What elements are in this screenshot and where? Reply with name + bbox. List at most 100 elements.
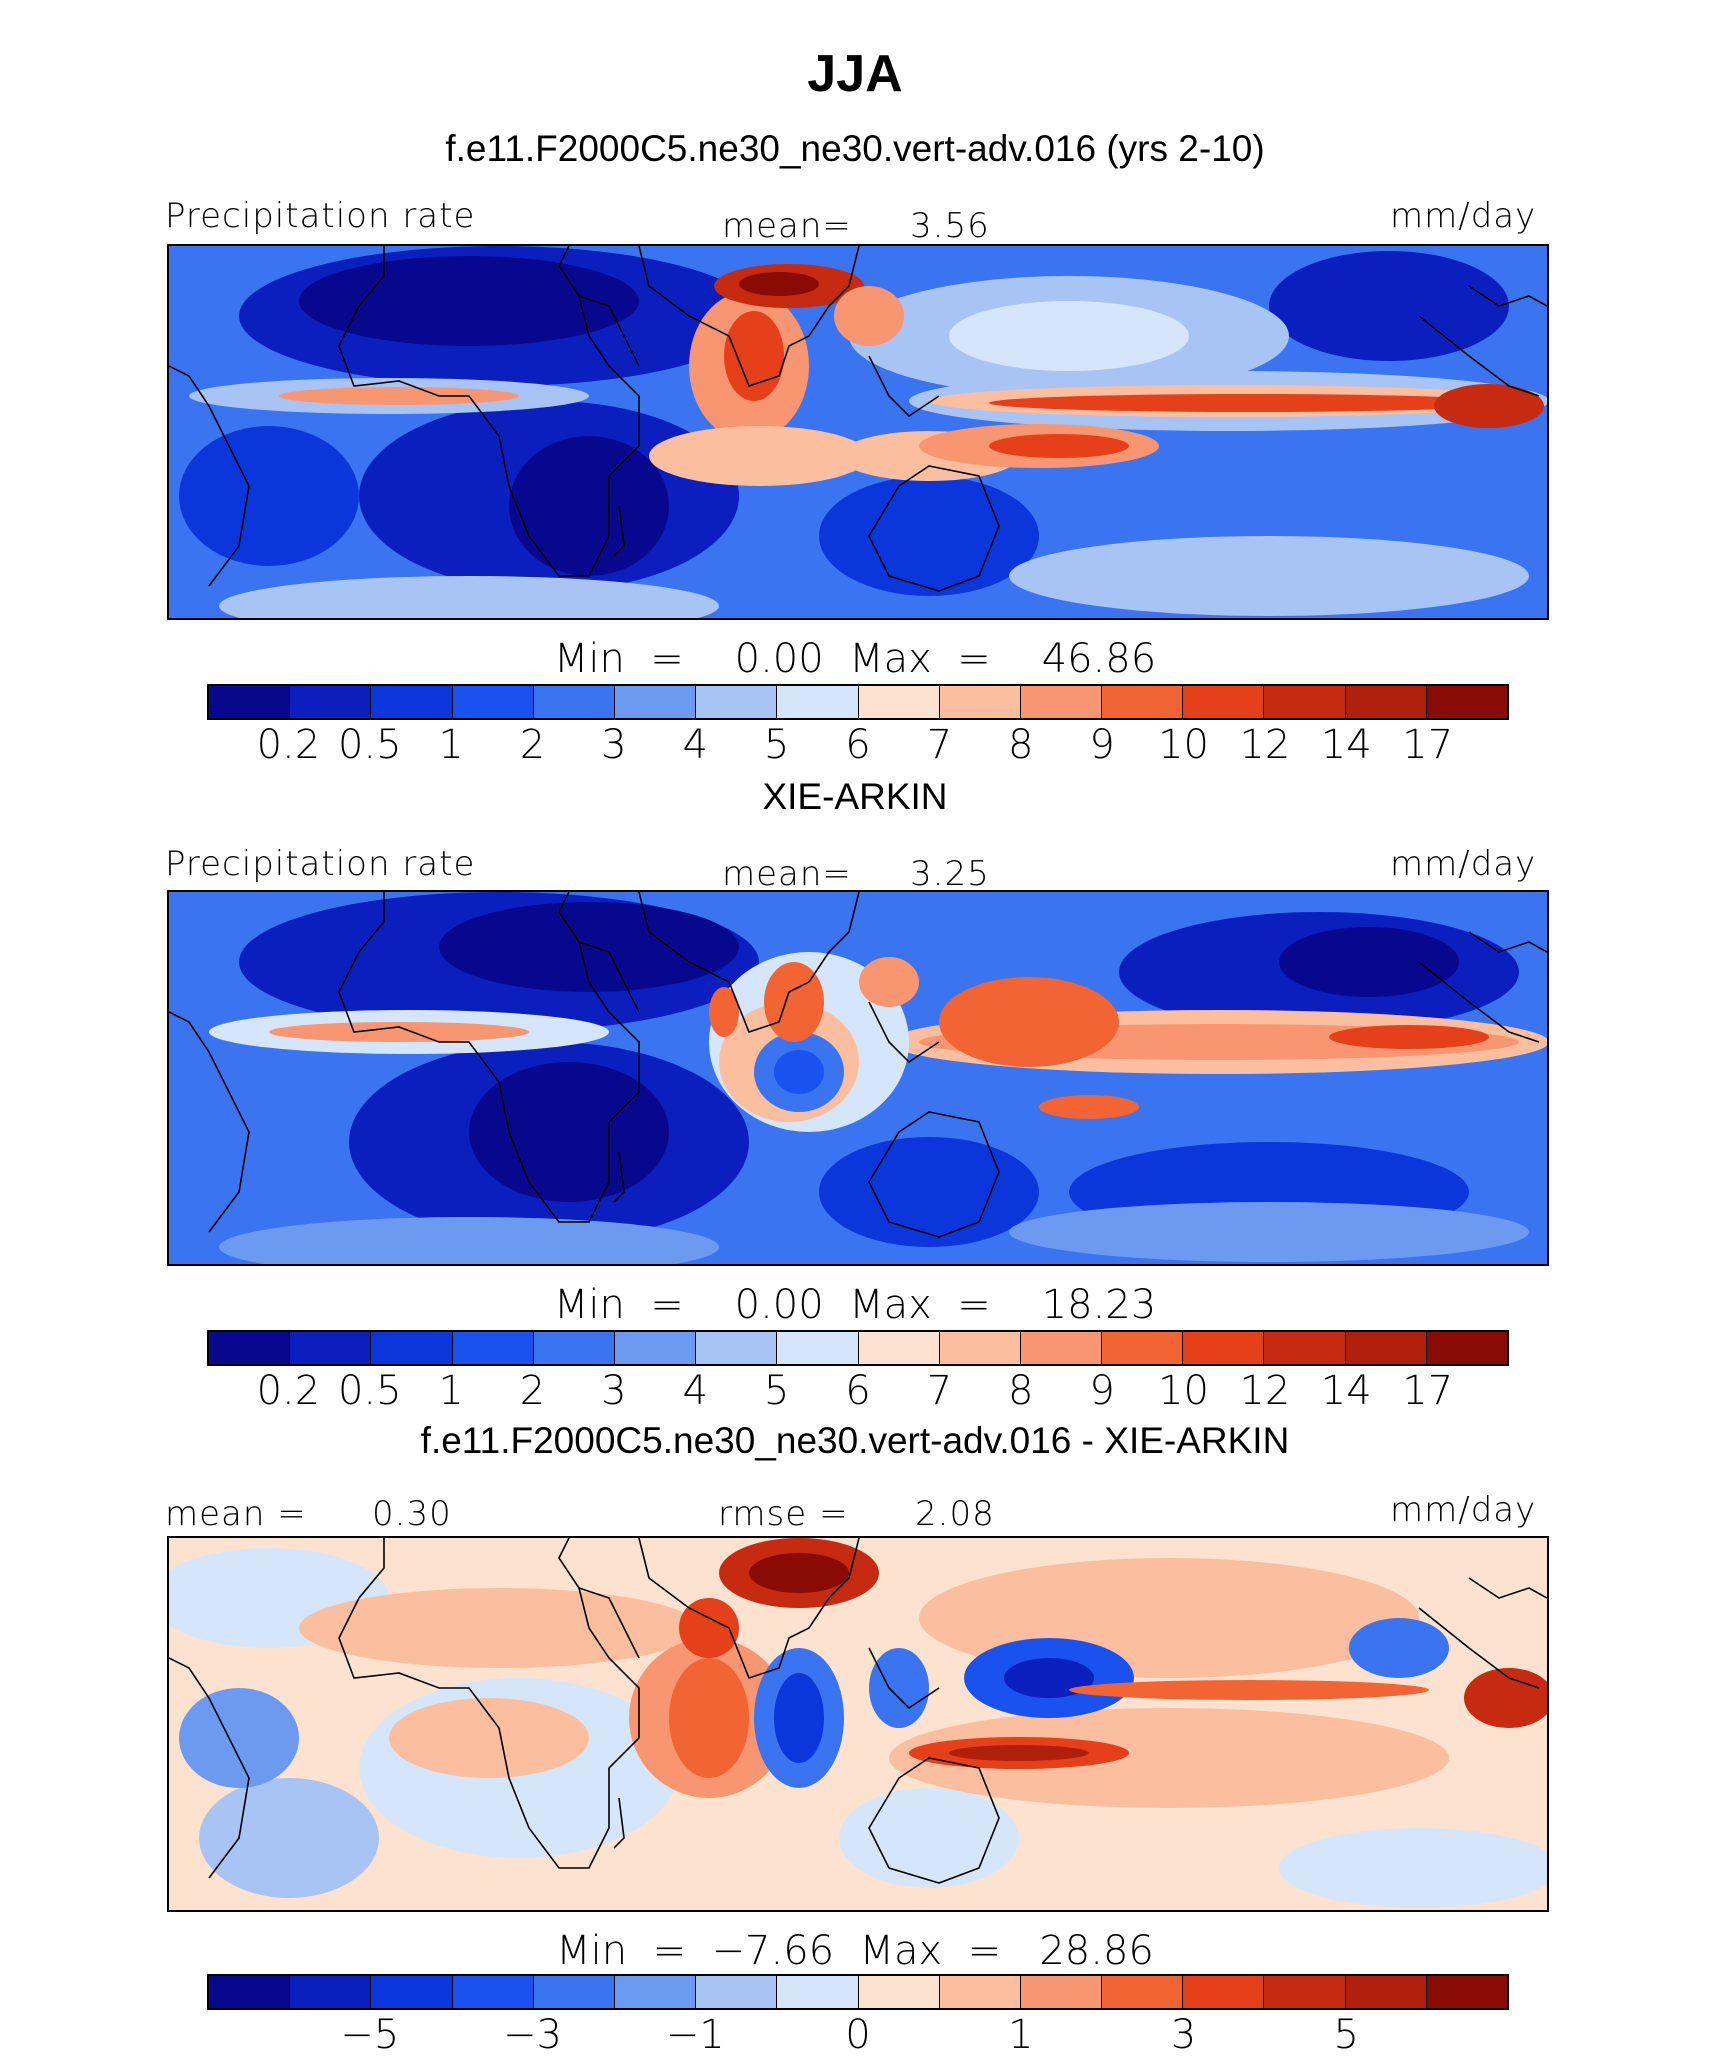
colorbar-cell <box>614 1332 697 1364</box>
colorbar-cell <box>777 686 859 718</box>
colorbar-tick-label: 4 <box>682 1368 708 1414</box>
panel3-title: f.e11.F2000C5.ne30_ne30.vert-adv.016 - X… <box>420 1420 1290 1461</box>
panel3-units: mm/day <box>1390 1490 1537 1530</box>
colorbar-tick-label: 9 <box>1089 1368 1115 1414</box>
colorbar-cell <box>290 686 372 718</box>
colorbar-cell <box>1102 686 1184 718</box>
colorbar-tick-label: 0.2 <box>256 1368 321 1414</box>
panel2-max-label: Max = <box>849 1282 991 1328</box>
colorbar-cell <box>290 1332 372 1364</box>
panel1-title: f.e11.F2000C5.ne30_ne30.vert-adv.016 (yr… <box>445 128 1265 169</box>
colorbar-cell <box>858 686 940 718</box>
colorbar-cell <box>533 686 615 718</box>
colorbar-cell <box>939 686 1021 718</box>
colorbar-tick-label: 12 <box>1239 722 1291 768</box>
panel1-colorbar <box>207 684 1509 720</box>
panel3-colorbar-ticks: −5 −3 −1 0 1 3 5 <box>207 2012 1509 2062</box>
panel3-min-label: Min = <box>556 1928 687 1974</box>
colorbar-cell <box>1020 1332 1103 1364</box>
colorbar-tick-label: 0.5 <box>337 1368 402 1414</box>
colorbar-cell <box>1426 1332 1507 1364</box>
colorbar-cell <box>209 1976 291 2008</box>
colorbar-cell <box>209 686 291 718</box>
colorbar-cell <box>533 1332 615 1364</box>
panel2-map <box>167 890 1549 1266</box>
colorbar-cell <box>1426 686 1507 718</box>
colorbar-cell <box>696 686 778 718</box>
panel1-max-value: 46.86 <box>1041 636 1157 682</box>
colorbar-tick-label: −5 <box>340 2012 400 2058</box>
colorbar-tick-label: 8 <box>1008 1368 1034 1414</box>
panel2-colorbar-ticks: 0.2 0.5 1 2 3 4 5 6 7 8 9 10 12 14 17 <box>207 1368 1509 1418</box>
panel3-min-value: −7.66 <box>711 1928 835 1974</box>
panel2-colorbar <box>207 1330 1509 1366</box>
colorbar-tick-label: 8 <box>1008 722 1034 768</box>
colorbar-cell <box>939 1332 1021 1364</box>
panel3-rmse-label: rmse = <box>718 1494 849 1534</box>
colorbar-tick-label: 17 <box>1402 1368 1454 1414</box>
colorbar-cell <box>1183 1976 1265 2008</box>
colorbar-cell <box>1345 1332 1427 1364</box>
colorbar-tick-label: 14 <box>1320 1368 1372 1414</box>
colorbar-cell <box>696 1976 778 2008</box>
panel1-min-label: Min = <box>553 636 684 682</box>
colorbar-cell <box>452 686 534 718</box>
colorbar-tick-label: 3 <box>601 722 627 768</box>
colorbar-tick-label: 5 <box>1333 2012 1359 2058</box>
panel3-mean-value: 0.30 <box>372 1494 452 1534</box>
colorbar-cell <box>777 1332 859 1364</box>
colorbar-cell <box>533 1976 615 2008</box>
colorbar-tick-label: 17 <box>1402 722 1454 768</box>
colorbar-tick-label: 3 <box>601 1368 627 1414</box>
colorbar-cell <box>1020 686 1103 718</box>
colorbar-cell <box>209 1332 291 1364</box>
colorbar-cell <box>1102 1976 1184 2008</box>
panel2-minmax: Min = 0.00 Max = 18.23 <box>0 1282 1710 1328</box>
colorbar-cell <box>939 1976 1021 2008</box>
colorbar-tick-label: 2 <box>519 722 546 768</box>
colorbar-cell <box>614 1976 697 2008</box>
colorbar-cell <box>290 1976 372 2008</box>
colorbar-cell <box>371 1976 453 2008</box>
colorbar-cell <box>777 1976 859 2008</box>
panel2-map-svg <box>169 892 1547 1264</box>
colorbar-cell <box>858 1332 940 1364</box>
panel1-map-svg <box>169 246 1547 618</box>
colorbar-tick-label: 0.2 <box>256 722 321 768</box>
panel2-min-value: 0.00 <box>734 1282 824 1328</box>
colorbar-tick-label: 3 <box>1170 2012 1197 2058</box>
panel2-min-label: Min = <box>553 1282 684 1328</box>
panel2-max-value: 18.23 <box>1041 1282 1157 1328</box>
colorbar-tick-label: 7 <box>926 1368 953 1414</box>
colorbar-cell <box>1020 1976 1103 2008</box>
colorbar-tick-label: 6 <box>845 1368 871 1414</box>
colorbar-tick-label: 12 <box>1239 1368 1291 1414</box>
panel3-map-svg <box>169 1538 1547 1910</box>
colorbar-cell <box>1183 686 1265 718</box>
colorbar-tick-label: 10 <box>1158 1368 1209 1414</box>
colorbar-tick-label: 7 <box>926 722 953 768</box>
colorbar-cell <box>1345 1976 1427 2008</box>
colorbar-cell <box>858 1976 940 2008</box>
panel3-max-value: 28.86 <box>1039 1928 1154 1974</box>
panel2-units: mm/day <box>1390 844 1537 884</box>
colorbar-tick-label: 4 <box>682 722 708 768</box>
panel2-mean-value: 3.25 <box>910 854 990 894</box>
colorbar-tick-label: 9 <box>1089 722 1115 768</box>
colorbar-cell <box>1102 1332 1184 1364</box>
panel1-mean-label: mean= <box>722 206 852 246</box>
colorbar-tick-label: 5 <box>763 1368 790 1414</box>
colorbar-tick-label: −1 <box>665 2012 725 2058</box>
panel3-mean-label: mean = <box>165 1494 307 1534</box>
panel2-title: XIE-ARKIN <box>762 776 948 817</box>
colorbar-cell <box>452 1976 534 2008</box>
panel3-colorbar <box>207 1974 1509 2010</box>
colorbar-cell <box>1264 1332 1346 1364</box>
colorbar-cell <box>371 1332 453 1364</box>
colorbar-tick-label: 1 <box>438 722 464 768</box>
panel1-minmax: Min = 0.00 Max = 46.86 <box>0 636 1710 682</box>
panel1-mean-value: 3.56 <box>910 206 990 246</box>
colorbar-tick-label: 5 <box>763 722 790 768</box>
colorbar-cell <box>1345 686 1427 718</box>
colorbar-tick-label: 0 <box>845 2012 871 2058</box>
